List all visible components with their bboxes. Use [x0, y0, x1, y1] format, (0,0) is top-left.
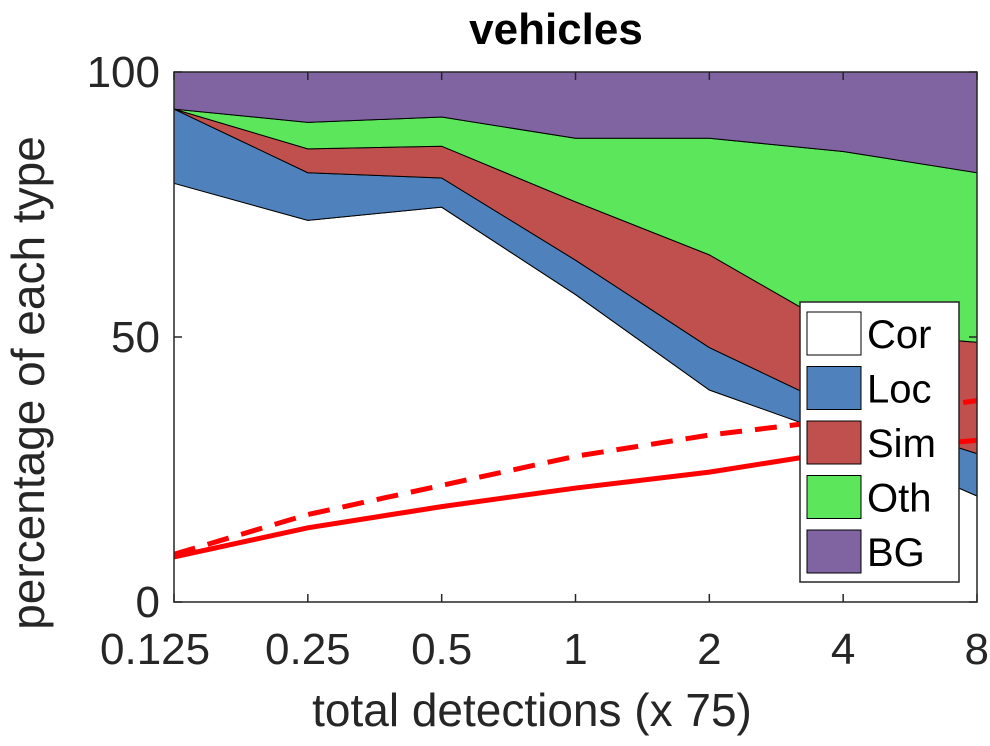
- legend-swatch-loc: [806, 366, 862, 410]
- legend: Cor Loc Sim Oth BG: [799, 301, 960, 583]
- x-tick-label: 2: [697, 625, 721, 674]
- legend-label-bg: BG: [867, 531, 925, 575]
- stacked-areas: [173, 71, 978, 603]
- legend-label-loc: Loc: [867, 368, 932, 412]
- x-tick-label: 8: [965, 625, 989, 674]
- x-tick-label: 0.5: [411, 625, 472, 674]
- axes: [173, 71, 978, 603]
- legend-swatch-oth: [806, 475, 862, 519]
- x-tick-label: 4: [831, 625, 855, 674]
- legend-swatch-sim: [806, 420, 862, 465]
- x-tick-label: 1: [563, 625, 587, 674]
- x-tick-label: 0.125: [100, 625, 210, 674]
- chart-title: vehicles: [469, 5, 643, 54]
- legend-label-cor: Cor: [867, 313, 931, 357]
- legend-label-oth: Oth: [867, 477, 931, 521]
- x-tick-labels: 0.125 0.25 0.5 1 2 4 8: [100, 625, 989, 674]
- y-tick-label: 0: [136, 578, 160, 627]
- legend-label-sim: Sim: [867, 422, 936, 466]
- x-tick-label: 0.25: [265, 625, 351, 674]
- legend-swatch-cor: [806, 311, 862, 356]
- x-axis-label: total detections (x 75): [312, 684, 752, 736]
- y-tick-label: 100: [87, 48, 160, 97]
- y-tick-label: 50: [111, 313, 160, 362]
- y-axis-label: percentage of each type: [2, 136, 54, 630]
- legend-swatch-bg: [806, 529, 862, 574]
- y-tick-labels: 0 50 100: [87, 48, 160, 627]
